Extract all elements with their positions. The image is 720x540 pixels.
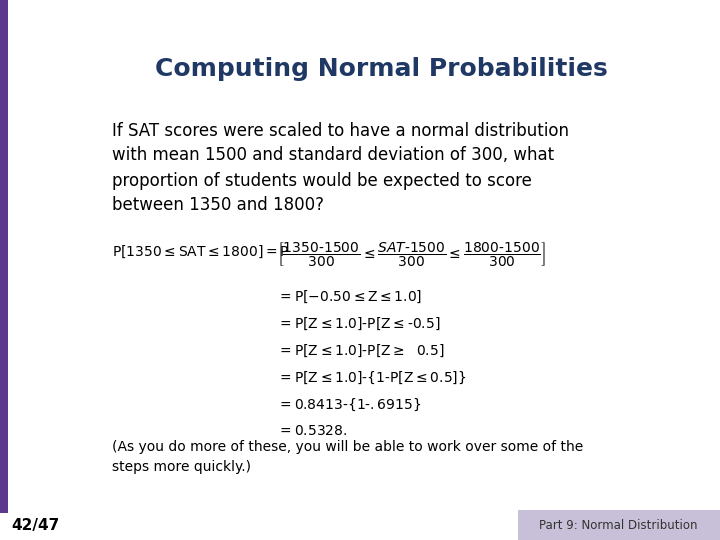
Text: (As you do more of these, you will be able to work over some of the
steps more q: (As you do more of these, you will be ab… [112, 440, 583, 474]
Text: $\mathsf{=P[Z \leq 1.0] \text{-} P[Z \geq \ \ 0.5]}$: $\mathsf{=P[Z \leq 1.0] \text{-} P[Z \ge… [277, 343, 445, 359]
Text: $\mathsf{P[1350 \leq SAT \leq 1800] = P}$: $\mathsf{P[1350 \leq SAT \leq 1800] = P}… [112, 244, 289, 260]
Bar [0, 0, 8, 513]
Text: $\mathsf{=0.8413 \text{-} \{1\text{-}.6915\}}$: $\mathsf{=0.8413 \text{-} \{1\text{-}.69… [277, 397, 421, 413]
Text: Computing Normal Probabilities: Computing Normal Probabilities [155, 57, 608, 80]
Text: $\left[\dfrac{1350\text{-}1500}{300} \leq \dfrac{SAT\text{-}1500}{300} \leq \dfr: $\left[\dfrac{1350\text{-}1500}{300} \le… [277, 240, 546, 268]
Text: 42/47: 42/47 [12, 518, 60, 533]
Text: $\mathsf{=0.5328.}$: $\mathsf{=0.5328.}$ [277, 424, 348, 438]
Text: $\mathsf{=P[-0.50 \leq Z \leq 1.0]}$: $\mathsf{=P[-0.50 \leq Z \leq 1.0]}$ [277, 289, 423, 305]
Text: $\mathsf{=P[Z \leq 1.0] \text{-} \{1\text{-}P[Z \leq 0.5]\}}$: $\mathsf{=P[Z \leq 1.0] \text{-} \{1\tex… [277, 370, 467, 386]
Text: If SAT scores were scaled to have a normal distribution
with mean 1500 and stand: If SAT scores were scaled to have a norm… [112, 122, 569, 214]
Bar [518, 510, 720, 540]
Text: Part 9: Normal Distribution: Part 9: Normal Distribution [539, 519, 697, 532]
Text: $\mathsf{=P[Z \leq 1.0] \text{-} P[Z \leq \text{-}0.5]}$: $\mathsf{=P[Z \leq 1.0] \text{-} P[Z \le… [277, 316, 441, 332]
